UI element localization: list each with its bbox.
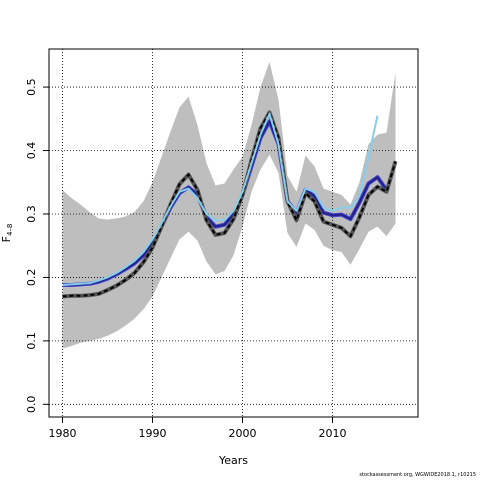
x-tick-label: 2010 xyxy=(319,427,347,440)
y-axis-title: F4–8 xyxy=(0,224,14,243)
grid-layer xyxy=(49,49,418,417)
series-layer xyxy=(62,110,398,299)
confidence-band xyxy=(62,61,396,349)
y-axis-title-subscript: 4–8 xyxy=(6,224,14,236)
x-axis: 1980 1990 2000 2010 xyxy=(49,417,347,440)
x-tick-label: 1980 xyxy=(49,427,77,440)
y-tick-label: 0.4 xyxy=(25,142,38,160)
x-axis-title: Years xyxy=(218,454,248,467)
y-tick-label: 0.2 xyxy=(25,269,38,287)
plot-frame xyxy=(48,48,419,418)
series-line-dashed xyxy=(62,110,397,298)
confidence-band-layer xyxy=(62,61,396,349)
y-tick-label: 0.0 xyxy=(25,396,38,414)
credit-text: stockassessment.org, WGWIDE2018.1, r1021… xyxy=(359,472,476,478)
x-tick-label: 1990 xyxy=(139,427,167,440)
y-axis-title-main: F xyxy=(0,236,13,242)
series-line-estimate xyxy=(62,120,388,287)
y-tick-label: 0.1 xyxy=(25,332,38,350)
x-tick-label: 2000 xyxy=(229,427,257,440)
series-line-light xyxy=(62,112,379,287)
y-axis: 0.0 0.1 0.2 0.3 0.4 0.5 xyxy=(25,78,49,413)
y-tick-label: 0.5 xyxy=(25,78,38,96)
y-tick-label: 0.3 xyxy=(25,205,38,223)
